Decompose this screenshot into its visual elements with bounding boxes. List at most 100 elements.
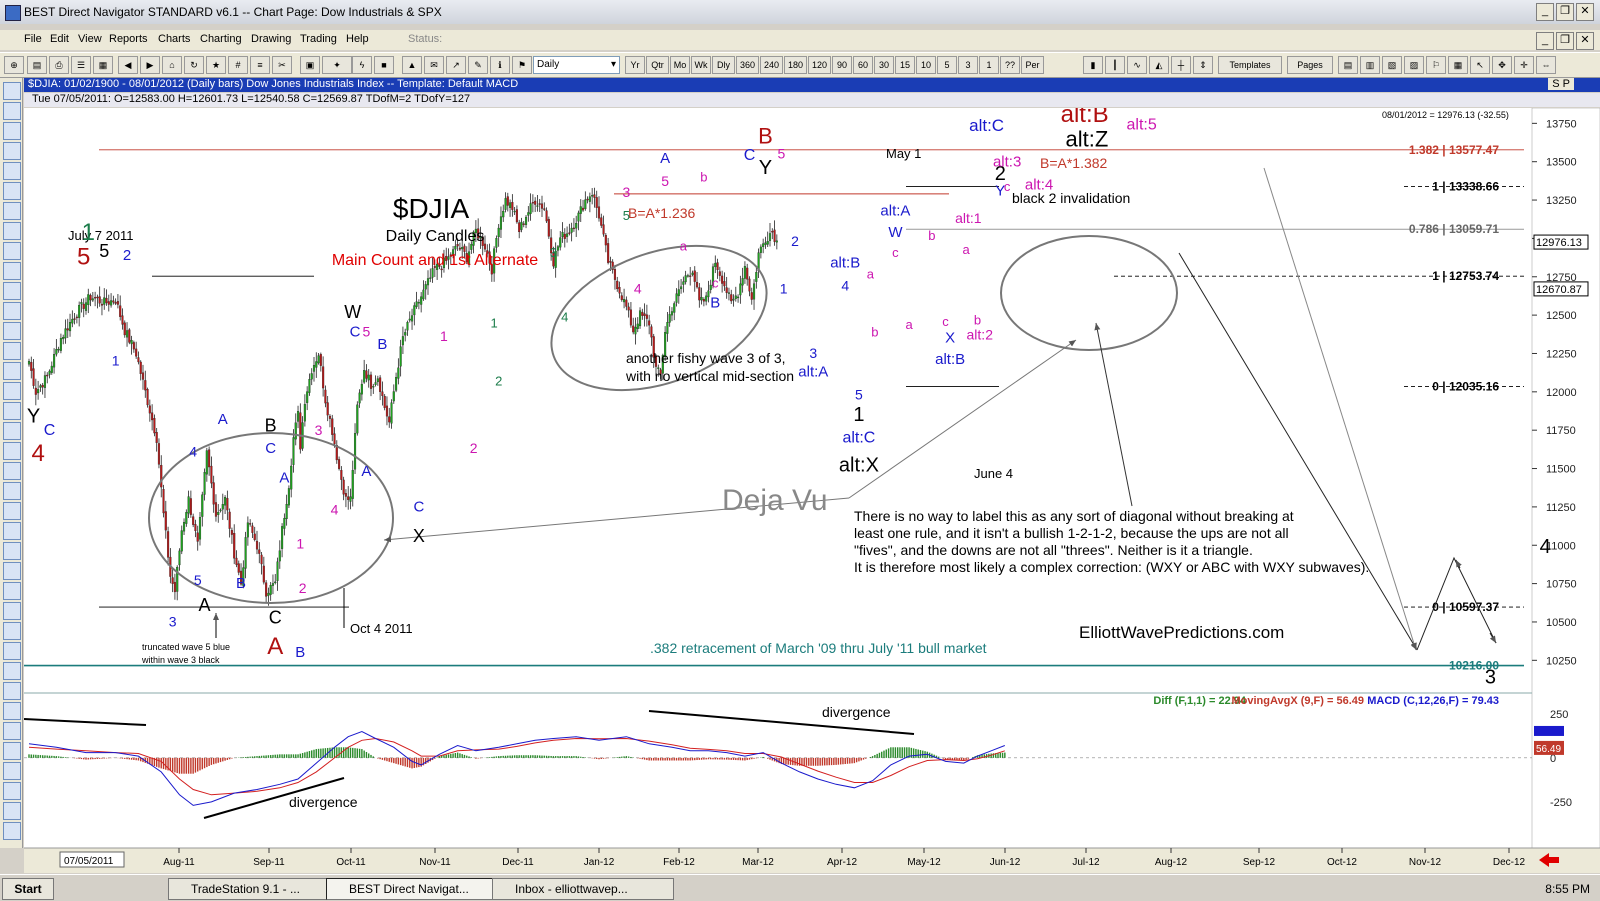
flag-icon[interactable]: ⚐ — [1426, 56, 1446, 74]
grid-icon[interactable]: # — [228, 56, 248, 74]
up-icon[interactable]: ▲ — [402, 56, 422, 74]
chart-icon[interactable]: ▦ — [93, 56, 113, 74]
line-icon[interactable]: ∿ — [1127, 56, 1147, 74]
horse-tool-icon[interactable] — [3, 182, 21, 200]
period-button-4[interactable]: Dly — [712, 56, 735, 74]
trend-tool-icon[interactable] — [3, 242, 21, 260]
period-button-8[interactable]: 120 — [808, 56, 831, 74]
period-button-0[interactable]: Yr — [625, 56, 645, 74]
layout-icon[interactable]: ▤ — [1338, 56, 1358, 74]
magnify-tool-icon[interactable] — [3, 122, 21, 140]
select-tool-icon[interactable] — [3, 202, 21, 220]
fibtime-tool-icon[interactable] — [3, 682, 21, 700]
period-button-13[interactable]: 10 — [916, 56, 936, 74]
candle-icon[interactable]: ┃ — [1105, 56, 1125, 74]
period-button-10[interactable]: 60 — [853, 56, 873, 74]
clip-icon[interactable]: ✂ — [272, 56, 292, 74]
gann-tool-icon[interactable] — [3, 362, 21, 380]
fork-tool-icon[interactable] — [3, 262, 21, 280]
cascade-icon[interactable]: ▧ — [1382, 56, 1402, 74]
print-icon[interactable]: ⎙ — [49, 56, 69, 74]
cycle-tool-icon[interactable] — [3, 342, 21, 360]
grid-tool-icon[interactable] — [3, 482, 21, 500]
mdi-minimize-button[interactable]: _ — [1536, 32, 1554, 50]
pointer-icon[interactable]: ↖ — [1470, 56, 1490, 74]
window-icon[interactable]: ▨ — [1404, 56, 1424, 74]
period-button-1[interactable]: Qtr — [646, 56, 669, 74]
list-icon[interactable]: ☰ — [71, 56, 91, 74]
templates-button[interactable]: Templates — [1218, 56, 1282, 74]
lightning-icon[interactable]: ϟ — [352, 56, 372, 74]
period-button-5[interactable]: 360 — [736, 56, 759, 74]
arc-tool-icon[interactable] — [3, 322, 21, 340]
move-icon[interactable]: ✥ — [1492, 56, 1512, 74]
minimize-button[interactable]: _ — [1536, 3, 1554, 21]
zoom-tool-icon[interactable] — [3, 82, 21, 100]
crosshair-icon[interactable]: ✛ — [1514, 56, 1534, 74]
period-button-14[interactable]: 5 — [937, 56, 957, 74]
mail-icon[interactable]: ✉ — [424, 56, 444, 74]
scan-icon[interactable]: ▣ — [300, 56, 320, 74]
angle-tool-icon[interactable] — [3, 522, 21, 540]
tile-icon[interactable]: ▥ — [1360, 56, 1380, 74]
bars-tool-icon[interactable] — [3, 222, 21, 240]
forward-icon[interactable]: ▶ — [140, 56, 160, 74]
channel-tool-icon[interactable] — [3, 302, 21, 320]
open-icon[interactable]: ▤ — [27, 56, 47, 74]
bookmark-icon[interactable]: ★ — [206, 56, 226, 74]
period-button-2[interactable]: Mo — [670, 56, 690, 74]
period-button-12[interactable]: 15 — [895, 56, 915, 74]
zigzag-tool-icon[interactable] — [3, 722, 21, 740]
menu-edit[interactable]: Edit — [50, 33, 69, 45]
fibarc-tool-icon[interactable] — [3, 662, 21, 680]
trend-icon[interactable]: ↗ — [446, 56, 466, 74]
back-icon[interactable]: ◀ — [118, 56, 138, 74]
period-button-11[interactable]: 30 — [874, 56, 894, 74]
search-tool-icon[interactable] — [3, 102, 21, 120]
zoom-icon[interactable]: ⊕ — [4, 56, 24, 74]
task-inbox[interactable]: Inbox - elliottwavep... — [492, 878, 674, 900]
speed-tool-icon[interactable] — [3, 742, 21, 760]
pencil-tool-icon[interactable] — [3, 142, 21, 160]
fibfan-tool-icon[interactable] — [3, 642, 21, 660]
bar-chart-icon[interactable]: ▮ — [1083, 56, 1103, 74]
period-button-3[interactable]: Wk — [691, 56, 711, 74]
close-button[interactable]: ✕ — [1576, 3, 1594, 21]
period-button-17[interactable]: ?? — [1000, 56, 1020, 74]
marker-tool-icon[interactable] — [3, 442, 21, 460]
mdi-restore-button[interactable]: ❐ — [1556, 32, 1574, 50]
calendar-icon[interactable]: ▦ — [1448, 56, 1468, 74]
task-best-direct[interactable]: BEST Direct Navigat... — [326, 878, 508, 900]
period-button-15[interactable]: 3 — [958, 56, 978, 74]
lock-tool-icon[interactable] — [3, 802, 21, 820]
elliott-tool-icon[interactable] — [3, 702, 21, 720]
box-tool-icon[interactable] — [3, 382, 21, 400]
area-icon[interactable]: ◭ — [1149, 56, 1169, 74]
note-icon[interactable]: ✎ — [468, 56, 488, 74]
stop-icon[interactable]: ■ — [374, 56, 394, 74]
hline-tool-icon[interactable] — [3, 562, 21, 580]
menu-trading[interactable]: Trading — [300, 33, 337, 45]
pages-button[interactable]: Pages — [1287, 56, 1333, 74]
x-tool-icon[interactable] — [3, 602, 21, 620]
menu-help[interactable]: Help — [346, 33, 369, 45]
brush-tool-icon[interactable] — [3, 502, 21, 520]
period-select[interactable]: Daily ▾ — [533, 56, 620, 74]
period-button-9[interactable]: 90 — [832, 56, 852, 74]
erase-tool-icon[interactable] — [3, 782, 21, 800]
filter-icon[interactable]: ⚑ — [512, 56, 532, 74]
ruler-tool-icon[interactable] — [3, 542, 21, 560]
home-icon[interactable]: ⌂ — [162, 56, 182, 74]
refresh-icon[interactable]: ↻ — [184, 56, 204, 74]
text-tool-icon[interactable] — [3, 422, 21, 440]
fib-tool-icon[interactable] — [3, 622, 21, 640]
period-button-16[interactable]: 1 — [979, 56, 999, 74]
menu-file[interactable]: File — [24, 33, 42, 45]
tools-tool-icon[interactable] — [3, 822, 21, 840]
restore-button[interactable]: ❐ — [1556, 3, 1574, 21]
andrews-tool-icon[interactable] — [3, 762, 21, 780]
menu-view[interactable]: View — [78, 33, 102, 45]
menu-drawing[interactable]: Drawing — [251, 33, 291, 45]
period-button-18[interactable]: Per — [1021, 56, 1044, 74]
period-button-7[interactable]: 180 — [784, 56, 807, 74]
